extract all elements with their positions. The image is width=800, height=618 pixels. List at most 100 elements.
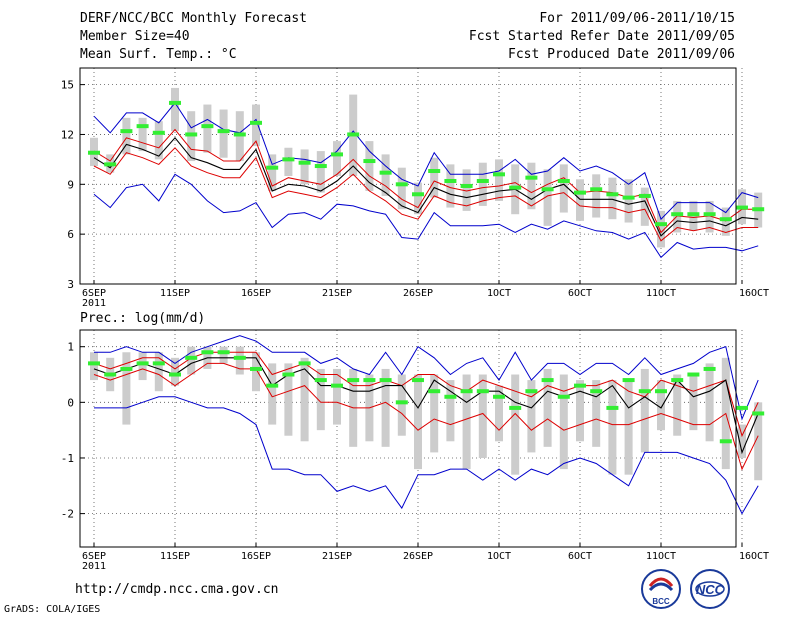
spread-bar <box>705 200 714 233</box>
member-marker <box>460 183 473 188</box>
spread-bar <box>235 346 244 375</box>
spread-bar <box>397 167 406 210</box>
spread-bar <box>365 141 374 191</box>
spread-bar <box>430 157 439 198</box>
spread-bar <box>414 374 422 470</box>
member-marker <box>509 185 522 190</box>
spread-bar <box>316 368 325 431</box>
spread-bar <box>300 149 309 185</box>
member-marker <box>363 378 376 383</box>
member-marker <box>169 100 181 105</box>
website-url: http://cmdp.ncc.cma.gov.cn <box>75 582 279 597</box>
member-marker <box>331 152 343 157</box>
member-marker <box>703 366 716 371</box>
spread-bar <box>673 200 682 233</box>
spread-bar <box>624 380 633 475</box>
bcc-logo-text: BCC <box>652 597 670 606</box>
member-marker <box>493 394 505 399</box>
spread-bar <box>673 374 682 436</box>
member-marker <box>331 383 343 388</box>
spread-bar <box>430 374 439 453</box>
x-tick-label: 6OCT <box>568 288 592 299</box>
member-marker <box>655 222 667 227</box>
member-marker <box>347 378 360 383</box>
member-marker <box>541 378 554 383</box>
member-marker <box>201 124 214 129</box>
member-marker <box>185 132 198 137</box>
spread-bar <box>219 109 228 158</box>
x-tick-label: 26SEP <box>403 288 433 299</box>
spread-bar <box>543 169 552 226</box>
spread-bar <box>122 352 131 425</box>
plot-frame <box>79 329 737 548</box>
member-marker <box>185 355 198 360</box>
member-marker <box>687 372 700 377</box>
member-marker <box>493 172 505 177</box>
member-marker <box>282 372 295 377</box>
member-marker <box>655 389 667 394</box>
member-marker <box>152 130 165 135</box>
y-tick-label: 3 <box>67 278 74 291</box>
member-marker <box>233 355 246 360</box>
member-marker <box>314 378 327 383</box>
member-marker <box>104 372 117 377</box>
member-marker <box>379 170 392 175</box>
spread-bar <box>462 169 471 211</box>
member-marker <box>314 164 327 169</box>
spread-bar <box>543 368 552 447</box>
spread-bar <box>187 346 196 375</box>
spread-bar <box>284 147 293 176</box>
spread-bar <box>624 179 633 223</box>
member-marker <box>152 361 165 366</box>
x-tick-label: 26SEP <box>403 551 433 562</box>
spread-bar <box>446 164 455 208</box>
member-marker <box>88 361 100 366</box>
spread-bar <box>478 374 487 458</box>
member-marker <box>541 187 554 192</box>
x-tick-sublabel: 2011 <box>82 298 106 309</box>
member-marker <box>282 157 295 162</box>
x-tick-label: 11SEP <box>160 551 190 562</box>
spread-bar <box>203 104 212 153</box>
mean-line <box>93 357 759 455</box>
member-marker <box>752 411 765 416</box>
member-marker <box>719 439 732 444</box>
member-marker <box>444 394 457 399</box>
member-marker <box>719 217 732 222</box>
member-marker <box>687 212 700 217</box>
member-marker <box>136 361 149 366</box>
member-marker <box>169 372 181 377</box>
spread-bar <box>592 380 601 447</box>
spread-bar <box>478 162 487 206</box>
x-tick-sublabel: 2011 <box>82 561 106 572</box>
member-marker <box>606 405 619 410</box>
plot-area-1 <box>80 68 736 284</box>
min-line <box>93 173 759 259</box>
spread-bar <box>559 164 568 213</box>
member-marker <box>120 129 133 134</box>
spread-bar <box>138 352 147 381</box>
spread-bar <box>754 402 763 481</box>
spread-bar <box>252 104 260 147</box>
max-line <box>93 102 759 221</box>
x-tick-label: 6SEP <box>82 551 106 562</box>
member-marker <box>217 350 230 355</box>
member-marker <box>428 169 441 174</box>
spread-bar <box>640 187 649 226</box>
spread-bar <box>559 374 568 470</box>
x-tick-label: 6SEP <box>82 288 106 299</box>
spread-bar <box>252 352 260 392</box>
y-tick-label: 9 <box>67 178 74 191</box>
spread-bar <box>154 352 163 392</box>
spread-bar <box>657 210 665 248</box>
spread-bar <box>268 154 277 191</box>
member-marker <box>120 366 133 371</box>
member-marker <box>622 195 635 200</box>
member-marker <box>476 178 489 183</box>
chart-title: DERF/NCC/BCC Monthly Forecast <box>80 11 307 26</box>
member-marker <box>250 366 262 371</box>
member-marker <box>395 400 408 405</box>
spread-bar <box>576 380 584 442</box>
spread-bar <box>495 159 503 201</box>
